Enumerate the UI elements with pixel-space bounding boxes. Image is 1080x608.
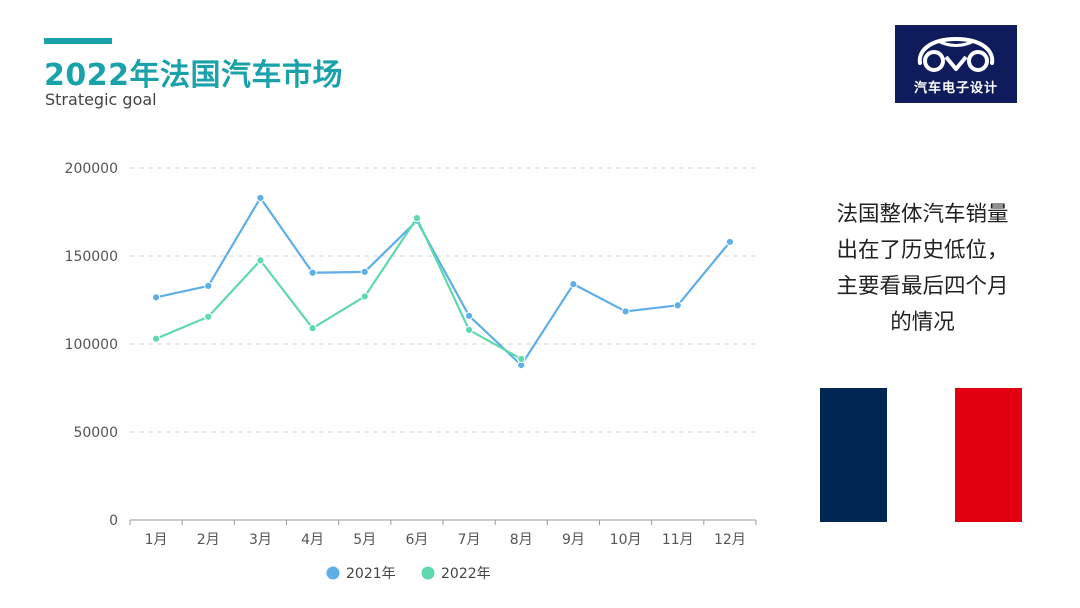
data-point [464, 325, 474, 335]
data-point [621, 307, 630, 316]
data-point [360, 292, 369, 301]
x-tick-label: 8月 [510, 532, 533, 548]
x-tick-label: 1月 [145, 532, 168, 548]
y-tick-label: 0 [109, 513, 118, 529]
summary-line: 主要看最后四个月 [836, 274, 1009, 299]
data-point [256, 256, 265, 265]
data-point [151, 293, 161, 302]
series-line [155, 217, 522, 360]
flag-stripe-blue [820, 388, 888, 522]
x-tick-label: 12月 [714, 532, 746, 548]
data-point [569, 280, 578, 289]
data-point [308, 324, 317, 333]
page-title: 2022年法国汽车市场 [44, 58, 343, 93]
flag-stripe-white [887, 388, 955, 522]
data-point [256, 193, 265, 203]
x-tick-label: 10月 [610, 532, 642, 548]
x-tick-label: 9月 [562, 532, 585, 548]
x-tick-label: 7月 [458, 532, 481, 548]
y-tick-label: 100000 [65, 337, 118, 353]
data-point [412, 214, 422, 223]
logo-text: 汽车电子设计 [913, 81, 998, 96]
title-accent-bar [44, 38, 112, 44]
legend-label: 2021年 [346, 566, 396, 582]
data-point [204, 312, 213, 321]
x-tick-label: 5月 [353, 532, 376, 548]
car-outline-icon [917, 36, 995, 72]
x-tick-label: 2月 [197, 532, 220, 548]
legend-marker [326, 566, 340, 580]
data-point [360, 267, 369, 276]
summary-line: 出在了历史低位， [836, 238, 1009, 263]
legend-label: 2022年 [441, 566, 491, 582]
data-point [151, 334, 161, 343]
data-point [464, 311, 474, 320]
series-line [155, 196, 731, 367]
data-point [725, 237, 735, 247]
page-subtitle: Strategic goal [45, 90, 157, 109]
data-point [673, 301, 682, 310]
data-point [204, 281, 213, 291]
flag-stripe-red [954, 388, 1022, 522]
x-tick-label: 6月 [405, 532, 428, 548]
summary-line: 法国整体汽车销量 [836, 202, 1009, 227]
summary-note: 法国整体汽车销量 出在了历史低位， 主要看最后四个月 的情况 [815, 197, 1030, 341]
data-point [308, 268, 317, 277]
data-point [517, 354, 526, 364]
france-flag [820, 388, 1022, 522]
y-tick-label: 200000 [65, 161, 118, 177]
y-tick-label: 50000 [73, 425, 118, 441]
legend-marker [421, 566, 435, 580]
summary-line: 的情况 [890, 310, 955, 335]
line-chart: 0 50000 100000 150000 200000 1月 2月 3月 4月 5月 6月 7月 8月… [65, 161, 757, 582]
brand-logo: 汽车电子设计 [895, 25, 1017, 103]
y-tick-label: 150000 [65, 249, 118, 265]
x-tick-label: 11月 [662, 532, 694, 548]
x-tick-label: 4月 [301, 532, 324, 548]
x-tick-label: 3月 [249, 532, 272, 548]
